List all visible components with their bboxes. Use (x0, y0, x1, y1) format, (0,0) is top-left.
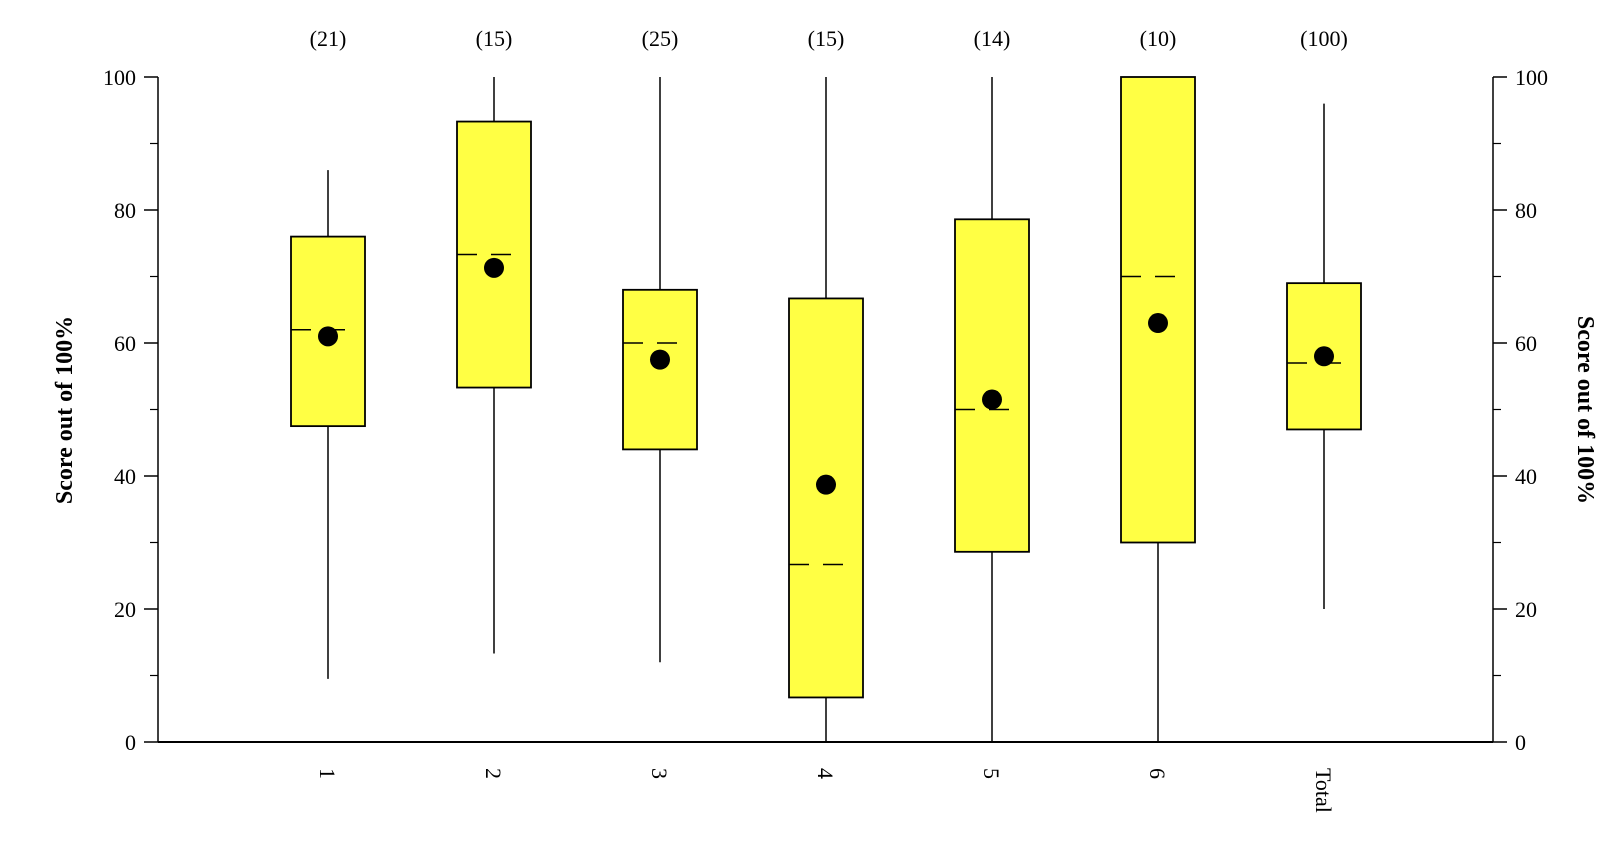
x-tick-label: 3 (647, 768, 672, 779)
y-tick-label-right: 20 (1515, 597, 1537, 622)
x-tick-label: 1 (315, 768, 340, 779)
y-tick-label-right: 100 (1515, 65, 1548, 90)
x-tick-label: Total (1311, 768, 1336, 813)
box-group (456, 77, 532, 654)
count-label: (21) (310, 26, 347, 51)
box-iqr (1120, 76, 1196, 544)
mean-marker (484, 257, 504, 278)
box-group (1286, 103, 1362, 609)
mean-marker (1314, 346, 1334, 367)
y-axis-ticks: 0 0 20 20 40 40 60 60 80 80 100 100 (103, 65, 1548, 755)
box-iqr (788, 297, 864, 699)
box-group (622, 77, 698, 663)
mean-marker (816, 474, 836, 495)
count-label: (100) (1300, 26, 1348, 51)
box-group (788, 77, 864, 742)
box-group (290, 170, 366, 679)
box-group (954, 77, 1030, 742)
x-tick-label: 2 (481, 768, 506, 779)
count-label: (14) (974, 26, 1011, 51)
y-tick-label-right: 80 (1515, 198, 1537, 223)
box-iqr (954, 218, 1030, 553)
count-label: (15) (476, 26, 513, 51)
x-tick-labels: 1 2 3 4 5 6 Total (315, 768, 1336, 813)
y-tick-label-left: 60 (114, 331, 136, 356)
mean-marker (1148, 313, 1168, 334)
box-group (1120, 76, 1196, 742)
box-iqr (622, 288, 698, 451)
x-tick-label: 5 (979, 768, 1004, 779)
y-tick-label-left: 20 (114, 597, 136, 622)
y-axis-title-left: Score out of 100% (52, 316, 78, 504)
box-series (290, 76, 1362, 742)
count-label: (10) (1140, 26, 1177, 51)
mean-marker (650, 349, 670, 370)
y-tick-label-left: 80 (114, 198, 136, 223)
mean-marker (982, 389, 1002, 410)
count-labels: (21) (15) (25) (15) (14) (10) (100) (310, 26, 1348, 51)
y-tick-label-right: 40 (1515, 464, 1537, 489)
count-label: (25) (642, 26, 679, 51)
y-axis-title-right: Score out of 100% (1572, 316, 1598, 504)
y-tick-label-left: 100 (103, 65, 136, 90)
y-tick-label-left: 0 (125, 730, 136, 755)
x-tick-label: 6 (1145, 768, 1170, 779)
x-tick-label: 4 (813, 768, 838, 779)
mean-marker (318, 326, 338, 347)
y-tick-label-right: 0 (1515, 730, 1526, 755)
y-tick-label-left: 40 (114, 464, 136, 489)
y-tick-label-right: 60 (1515, 331, 1537, 356)
count-label: (15) (808, 26, 845, 51)
